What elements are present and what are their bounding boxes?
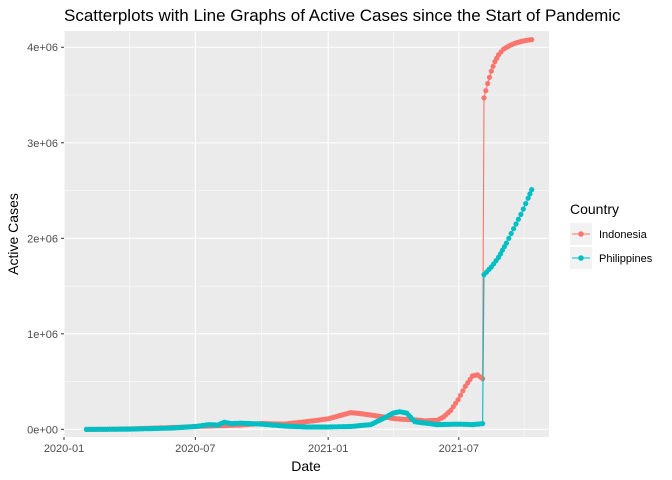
data-point [503, 240, 509, 246]
grid-minor [64, 31, 549, 437]
data-point [485, 80, 491, 87]
y-axis: 0e+00 1e+06 2e+06 3e+06 4e+06 [27, 42, 64, 436]
data-point [527, 191, 533, 197]
legend-label-philippines: Philippines [599, 253, 653, 265]
y-tick-label: 2e+06 [27, 233, 58, 245]
x-tick-label: 2020-07 [175, 443, 215, 455]
data-point [525, 195, 531, 201]
data-point [529, 37, 535, 43]
y-axis-title: Active Cases [5, 193, 21, 275]
y-tick-label: 1e+06 [27, 329, 58, 341]
y-tick-label: 4e+06 [27, 42, 58, 54]
data-point [483, 88, 489, 94]
data-point [506, 235, 512, 241]
x-tick-label: 2021-01 [308, 443, 348, 455]
x-axis: 2020-01 2020-07 2021-01 2021-07 [44, 437, 479, 455]
y-tick-label: 3e+06 [27, 138, 58, 150]
legend: Country Indonesia Philippines [570, 201, 653, 269]
data-point [529, 187, 535, 193]
legend-label-indonesia: Indonesia [599, 229, 648, 241]
data-point [480, 421, 486, 427]
data-point [508, 230, 514, 237]
data-point [515, 216, 522, 222]
legend-key-point [578, 255, 584, 261]
x-tick-label: 2020-01 [44, 443, 84, 455]
data-point [481, 95, 487, 101]
data-point [513, 221, 519, 227]
data-point [457, 392, 464, 398]
data-point [518, 211, 524, 217]
data-point [490, 63, 496, 69]
data-point [486, 74, 493, 80]
data-point [520, 206, 526, 212]
data-point [488, 68, 494, 74]
chart-title: Scatterplots with Line Graphs of Active … [64, 6, 621, 25]
plot-panel [64, 31, 549, 437]
series-layer [83, 37, 535, 432]
data-point [455, 397, 461, 403]
y-tick-label: 0e+00 [27, 424, 58, 436]
data-point [523, 201, 529, 207]
data-point [460, 388, 466, 394]
legend-title: Country [570, 201, 619, 217]
series-philippines [83, 187, 535, 432]
x-tick-label: 2021-07 [439, 443, 479, 455]
x-axis-title: Date [291, 458, 321, 474]
legend-key-point [578, 231, 584, 237]
data-point [510, 226, 517, 232]
